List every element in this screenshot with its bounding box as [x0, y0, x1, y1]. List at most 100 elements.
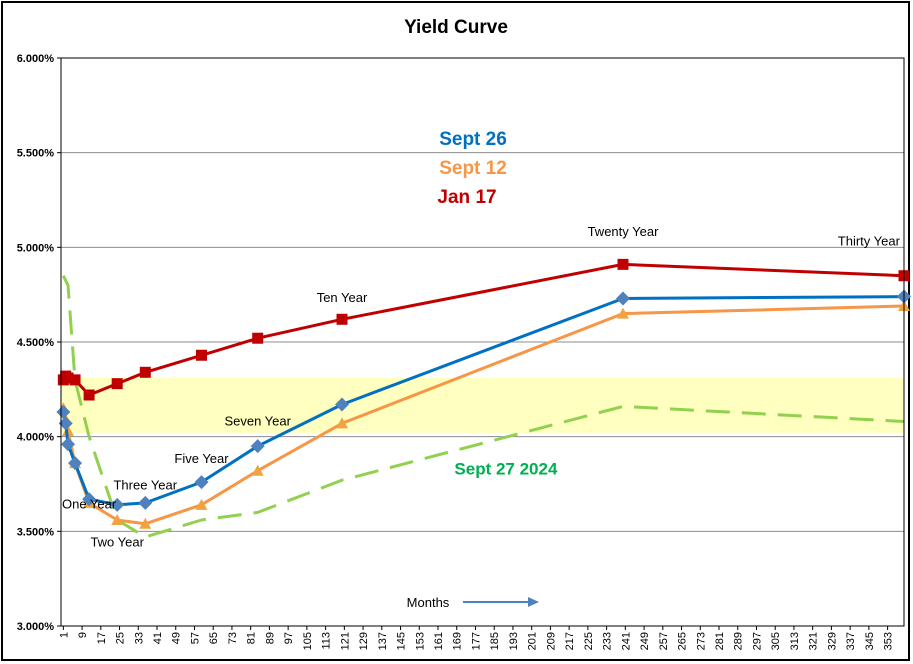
data-point	[83, 389, 95, 401]
data-point	[616, 291, 630, 306]
data-point	[138, 495, 153, 510]
x-tick-label: 217	[564, 632, 576, 650]
x-tick-label: 185	[489, 632, 501, 650]
series-sept-26	[56, 289, 911, 512]
months-arrow-icon	[463, 597, 539, 607]
annotation-label: Thirty Year	[838, 233, 901, 248]
x-axis-label: Months	[407, 595, 450, 610]
legend-entry-sept-26: Sept 26	[439, 129, 507, 150]
data-point	[336, 417, 348, 429]
x-tick-label: 129	[358, 632, 370, 650]
x-tick-label: 273	[695, 632, 707, 650]
data-point	[111, 378, 123, 390]
x-tick-label: 297	[751, 632, 763, 650]
x-tick-label: 9	[77, 632, 89, 638]
x-tick-label: 1	[58, 632, 70, 638]
x-tick-label: 313	[789, 632, 801, 650]
data-point	[195, 498, 208, 510]
highlight-band	[61, 377, 904, 433]
x-tick-label: 345	[864, 632, 876, 650]
y-tick-label: 6.000%	[17, 53, 55, 65]
x-tick-label: 161	[433, 632, 445, 650]
data-point	[61, 437, 76, 452]
annotation-label: One Year	[62, 497, 117, 512]
x-tick-label: 337	[845, 632, 857, 650]
data-point	[110, 497, 125, 512]
x-tick-label: 145	[396, 632, 408, 650]
x-tick-label: 281	[714, 632, 726, 650]
x-tick-label: 209	[545, 632, 557, 650]
series-line	[61, 275, 905, 539]
x-tick-label: 89	[264, 632, 276, 644]
annotation-label: Ten Year	[317, 290, 368, 305]
x-tick-label: 329	[826, 632, 838, 650]
y-tick-label: 5.500%	[17, 148, 55, 160]
x-tick-label: 137	[377, 632, 389, 650]
data-point	[252, 332, 264, 344]
data-point	[139, 366, 151, 378]
x-tick-label: 97	[283, 632, 295, 644]
x-tick-label: 25	[115, 632, 127, 644]
data-point	[617, 258, 629, 270]
x-tick-label: 305	[770, 632, 782, 650]
data-point	[62, 372, 74, 384]
x-tick-label: 233	[602, 632, 614, 650]
data-point	[336, 313, 348, 325]
annotation-label: Five Year	[174, 451, 229, 466]
series-label-sept-27-2024: Sept 27 2024	[454, 460, 558, 479]
x-tick-label: 177	[470, 632, 482, 650]
data-point	[617, 307, 629, 319]
plot-border	[60, 57, 905, 627]
x-tick-label: 121	[339, 632, 351, 650]
data-point	[196, 349, 207, 361]
x-tick-label: 169	[452, 632, 464, 650]
y-tick-label: 4.000%	[17, 432, 55, 444]
y-tick-label: 4.500%	[17, 337, 55, 349]
data-point	[68, 456, 83, 471]
x-tick-label: 193	[508, 632, 520, 650]
annotation-label: Seven Year	[224, 413, 291, 428]
data-point	[111, 513, 124, 525]
data-point	[194, 475, 209, 490]
x-tick-label: 49	[171, 632, 183, 644]
annotation-label: Twenty Year	[588, 224, 659, 239]
x-tick-label: 65	[208, 632, 220, 644]
x-tick-label: 257	[658, 632, 670, 650]
series-jan-17	[57, 258, 910, 401]
data-point	[58, 416, 73, 431]
data-point	[335, 397, 349, 412]
annotation-label: Two Year	[90, 534, 144, 549]
x-tick-label: 265	[677, 632, 689, 650]
x-tick-label: 241	[620, 632, 632, 650]
series-sept-27-2024	[61, 275, 905, 539]
x-tick-label: 105	[302, 632, 314, 650]
y-tick-label: 3.500%	[17, 526, 55, 538]
x-tick-label: 201	[527, 632, 539, 650]
x-tick-label: 225	[583, 632, 595, 650]
data-point	[139, 517, 152, 529]
x-tick-label: 249	[639, 632, 651, 650]
x-tick-label: 113	[321, 632, 333, 650]
y-tick-label: 3.000%	[17, 621, 55, 633]
y-tick-label: 5.000%	[17, 242, 55, 254]
x-tick-label: 81	[246, 632, 258, 644]
annotation-label: Three Year	[113, 478, 177, 493]
data-point	[250, 439, 265, 454]
x-tick-label: 321	[808, 632, 820, 650]
x-tick-label: 153	[414, 632, 426, 650]
x-tick-label: 33	[133, 632, 145, 644]
x-tick-label: 289	[733, 632, 745, 650]
x-tick-label: 73	[227, 632, 239, 644]
data-point	[82, 492, 97, 507]
data-point	[56, 405, 71, 420]
chart-title: Yield Curve	[404, 17, 508, 38]
x-tick-label: 41	[152, 632, 164, 644]
x-tick-label: 353	[883, 632, 895, 650]
data-point	[69, 374, 81, 386]
data-point	[62, 424, 75, 436]
legend-entry-jan-17: Jan 17	[437, 187, 496, 208]
x-tick-label: 17	[96, 632, 108, 644]
legend-entry-sept-12: Sept 12	[439, 158, 507, 179]
x-tick-label: 57	[189, 632, 201, 644]
